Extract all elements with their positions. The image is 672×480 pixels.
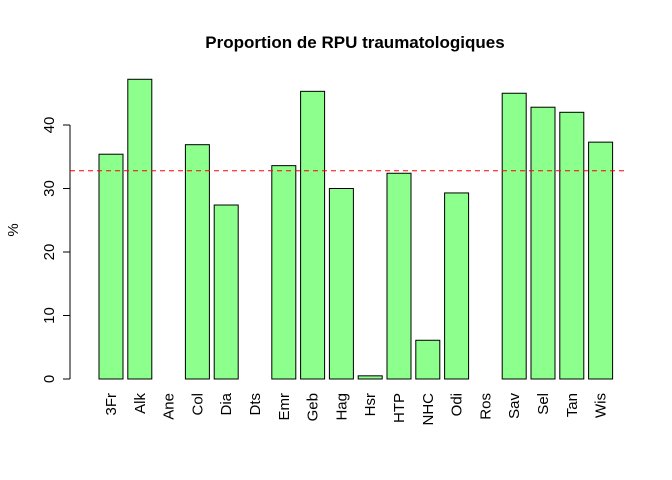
x-tick-label-Wis: Wis [593, 393, 610, 418]
chart-title: Proportion de RPU traumatologiques [205, 33, 504, 52]
x-tick-label-Odi: Odi [449, 393, 466, 416]
bar-Emr [271, 165, 297, 380]
x-tick-label-Col: Col [189, 393, 206, 416]
bar-Odi [444, 192, 470, 380]
bar-Alk [127, 78, 153, 380]
x-tick-label-Alk: Alk [132, 393, 149, 414]
y-axis: 0 10 20 30 40 [41, 117, 71, 383]
x-tick-label-Hsr: Hsr [362, 393, 379, 416]
bar-Hsr [357, 375, 383, 380]
y-tick-label: 30 [41, 180, 58, 197]
x-tick-label-Ros: Ros [477, 393, 494, 420]
bar-Hag [328, 188, 354, 380]
x-tick-label-HTP: HTP [391, 393, 408, 423]
y-tick-label: 10 [41, 307, 58, 324]
bar-Sav [501, 92, 527, 380]
y-tick-label: 0 [41, 375, 58, 383]
x-tick-label-Sav: Sav [506, 393, 523, 419]
x-tick-label-Tan: Tan [564, 393, 581, 417]
bar-3Fr [98, 153, 124, 380]
bar-Tan [559, 111, 585, 380]
x-tick-label-Emr: Emr [276, 393, 293, 421]
bar-NHC [415, 339, 441, 380]
y-axis-label: % [5, 223, 22, 236]
x-tick-label-Dia: Dia [218, 392, 235, 415]
bar-Wis [588, 141, 614, 380]
x-tick-labels: 3Fr Alk Ane Col Dia Dts Emr Geb Hag Hsr HTP NHC Odi R… [103, 392, 610, 425]
x-tick-label-Hag: Hag [333, 393, 350, 421]
x-tick-label-3Fr: 3Fr [103, 393, 120, 416]
x-tick-label-NHC: NHC [420, 393, 437, 426]
x-tick-label-Dts: Dts [247, 393, 264, 416]
y-tick-label: 40 [41, 117, 58, 134]
bar-Dia [213, 204, 239, 380]
bar-Col [184, 144, 210, 380]
x-tick-label-Sel: Sel [535, 393, 552, 415]
bar-Geb [300, 90, 326, 380]
x-tick-label-Geb: Geb [305, 393, 322, 421]
bar-Sel [530, 106, 556, 380]
bar-HTP [386, 172, 412, 380]
y-tick-label: 20 [41, 244, 58, 261]
bars-group [98, 78, 614, 380]
x-tick-label-Ane: Ane [161, 393, 178, 420]
